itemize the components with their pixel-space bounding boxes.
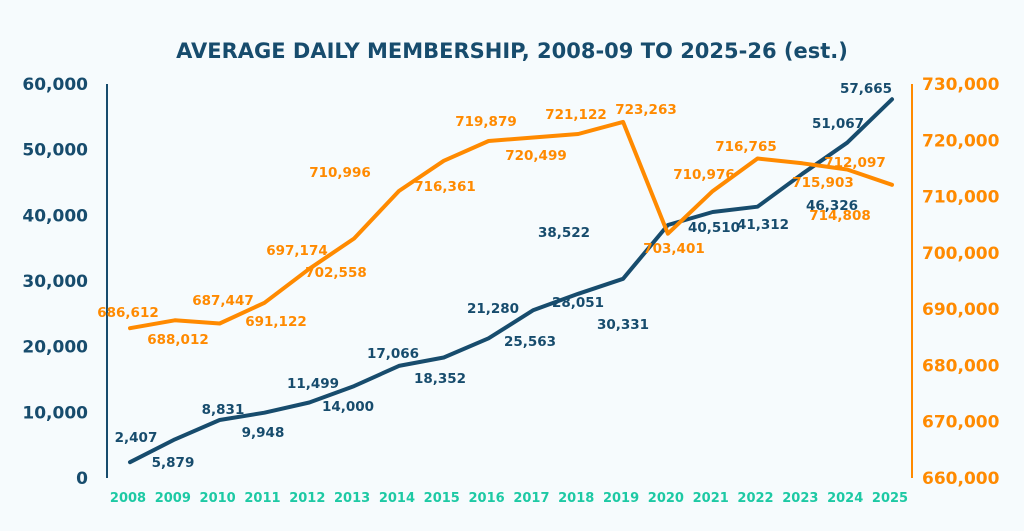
x-axis-tick-label: 2013 bbox=[334, 491, 370, 506]
data-label: 710,976 bbox=[673, 167, 735, 183]
x-axis-tick-label: 2011 bbox=[244, 491, 280, 506]
data-label: 703,401 bbox=[643, 241, 705, 257]
data-label: 721,122 bbox=[545, 107, 607, 123]
data-label: 5,879 bbox=[152, 455, 195, 471]
left-axis-tick-label: 20,000 bbox=[22, 338, 88, 358]
x-axis-tick-label: 2024 bbox=[827, 491, 863, 506]
data-label: 2,407 bbox=[115, 430, 158, 446]
data-label: 716,765 bbox=[715, 139, 777, 155]
data-label: 25,563 bbox=[504, 334, 556, 350]
data-label: 21,280 bbox=[467, 301, 519, 317]
data-label: 17,066 bbox=[367, 346, 419, 362]
data-label: 41,312 bbox=[737, 217, 789, 233]
data-label: 716,361 bbox=[414, 179, 476, 195]
data-label: 712,097 bbox=[824, 155, 886, 171]
left-axis-tick-label: 30,000 bbox=[22, 272, 88, 292]
data-label: 714,808 bbox=[809, 208, 871, 224]
data-label: 720,499 bbox=[505, 148, 567, 164]
data-label: 28,051 bbox=[552, 295, 604, 311]
data-label: 46,326 bbox=[806, 198, 858, 214]
data-label: 9,948 bbox=[242, 425, 285, 441]
data-label: 40,510 bbox=[688, 220, 740, 236]
x-axis-tick-label: 2021 bbox=[693, 491, 729, 506]
x-axis-tick-label: 2014 bbox=[379, 491, 415, 506]
x-axis-tick-label: 2008 bbox=[110, 491, 146, 506]
data-label: 686,612 bbox=[97, 305, 159, 321]
x-axis-tick-label: 2016 bbox=[468, 491, 504, 506]
data-label: 687,447 bbox=[192, 293, 254, 309]
x-axis-tick-label: 2025 bbox=[872, 491, 908, 506]
data-label: 702,558 bbox=[305, 265, 367, 281]
data-label: 18,352 bbox=[414, 371, 466, 387]
x-axis-tick-label: 2019 bbox=[603, 491, 639, 506]
left-axis-tick-label: 0 bbox=[76, 469, 88, 489]
data-label: 715,903 bbox=[792, 175, 854, 191]
data-label: 697,174 bbox=[266, 243, 328, 259]
x-axis-tick-label: 2012 bbox=[289, 491, 325, 506]
data-label: 691,122 bbox=[245, 314, 307, 330]
right-axis-tick-label: 700,000 bbox=[922, 244, 1000, 264]
data-label: 14,000 bbox=[322, 399, 374, 415]
right-axis-tick-label: 730,000 bbox=[922, 75, 1000, 95]
data-label: 51,067 bbox=[812, 116, 864, 132]
right-axis-tick-label: 710,000 bbox=[922, 188, 1000, 208]
data-label: 719,879 bbox=[455, 114, 517, 130]
x-axis-tick-label: 2009 bbox=[155, 491, 191, 506]
data-label: 688,012 bbox=[147, 332, 209, 348]
x-axis-tick-label: 2017 bbox=[513, 491, 549, 506]
data-label: 38,522 bbox=[538, 225, 590, 241]
right-axis-tick-label: 690,000 bbox=[922, 300, 1000, 320]
data-label: 30,331 bbox=[597, 317, 649, 333]
left-axis-tick-label: 40,000 bbox=[22, 206, 88, 226]
left-axis-tick-label: 60,000 bbox=[22, 75, 88, 95]
right-axis-tick-label: 720,000 bbox=[922, 131, 1000, 151]
right-axis-tick-label: 660,000 bbox=[922, 469, 1000, 489]
data-label: 723,263 bbox=[615, 102, 677, 118]
x-axis-tick-label: 2020 bbox=[648, 491, 684, 506]
data-label: 8,831 bbox=[202, 402, 245, 418]
right-axis-tick-label: 670,000 bbox=[922, 413, 1000, 433]
data-label: 710,996 bbox=[309, 165, 371, 181]
right-axis-tick-label: 680,000 bbox=[922, 356, 1000, 376]
left-axis-series-line bbox=[128, 97, 894, 465]
left-axis-tick-label: 10,000 bbox=[22, 403, 88, 423]
x-axis-tick-label: 2015 bbox=[424, 491, 460, 506]
right-axis-series-line bbox=[128, 119, 894, 331]
data-label: 57,665 bbox=[840, 81, 892, 97]
x-axis-tick-label: 2010 bbox=[200, 491, 236, 506]
x-axis-tick-label: 2022 bbox=[737, 491, 773, 506]
left-axis-tick-label: 50,000 bbox=[22, 141, 88, 161]
x-axis-tick-label: 2018 bbox=[558, 491, 594, 506]
chart-title: AVERAGE DAILY MEMBERSHIP, 2008-09 TO 202… bbox=[176, 39, 848, 63]
data-label: 11,499 bbox=[287, 376, 339, 392]
x-axis-tick-label: 2023 bbox=[782, 491, 818, 506]
